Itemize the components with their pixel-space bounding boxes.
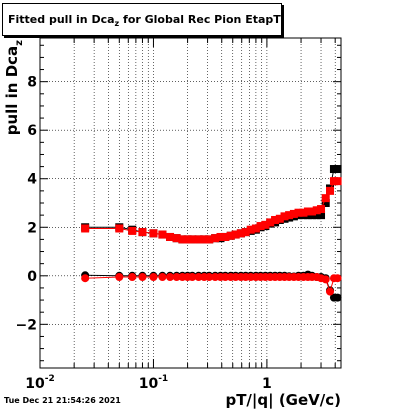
series-marker-square — [183, 235, 192, 244]
series-marker-square — [246, 225, 255, 234]
series-marker-square — [211, 234, 220, 243]
series-marker-circle — [194, 273, 203, 282]
series-marker-circle — [166, 273, 175, 282]
series-marker-square — [138, 228, 147, 237]
title-subscript: z — [114, 19, 120, 29]
series-marker-square — [308, 207, 317, 216]
series-marker-square — [321, 199, 330, 207]
series-marker-circle — [188, 273, 197, 282]
series-marker-square — [216, 232, 225, 241]
series-marker-square — [256, 222, 265, 231]
series-marker-square — [178, 235, 187, 244]
series-marker-square — [261, 220, 270, 229]
series-marker-square — [221, 232, 230, 241]
series-marker-square — [166, 232, 175, 241]
series-marker-square — [236, 229, 245, 238]
series-marker-square — [115, 224, 124, 233]
y-axis-label-subscript: z — [14, 40, 25, 46]
series-marker-circle — [115, 273, 124, 282]
x-tick-label: 1 — [262, 376, 272, 392]
y-tick-label: 0 — [27, 269, 37, 285]
title-rest: for Global Rec Pion EtapT — [119, 13, 281, 26]
chart-title: Fitted pull in Dcaz for Global Rec Pion … — [8, 13, 281, 28]
series-marker-square — [158, 230, 167, 239]
x-tick-base: 10 — [25, 376, 45, 392]
series-marker-square — [312, 206, 321, 215]
series-marker-circle — [81, 274, 90, 283]
series-marker-square — [321, 194, 330, 203]
series-marker-circle — [326, 287, 335, 296]
grid-layer — [40, 38, 341, 368]
series-marker-square — [317, 205, 326, 214]
series-marker-square — [333, 177, 342, 186]
series-marker-square — [312, 211, 321, 220]
x-tick-base: 1 — [262, 376, 272, 392]
y-tick-label: 8 — [27, 75, 37, 91]
series-marker-circle — [321, 275, 330, 284]
y-tick-label: 2 — [27, 220, 37, 236]
series-marker-square — [333, 165, 342, 174]
series-marker-square — [317, 211, 326, 220]
series-marker-square — [231, 230, 240, 239]
series-marker-square — [226, 231, 235, 240]
x-axis-label: pT/|q| (GeV/c) — [225, 391, 341, 409]
y-tick-label: −2 — [16, 317, 37, 333]
y-axis-label: pull in Dcaz — [3, 40, 25, 135]
series-marker-circle — [333, 274, 342, 283]
series-marker-square — [275, 214, 284, 223]
series-marker-square — [81, 224, 90, 233]
series-marker-circle — [149, 273, 158, 282]
y-axis-label-main: pull in Dca — [3, 46, 21, 135]
y-tick-label: 6 — [27, 123, 37, 139]
series-marker-square — [194, 235, 203, 244]
series-marker-square — [149, 229, 158, 238]
series-marker-circle — [128, 273, 137, 282]
y-tick-label: 4 — [27, 172, 37, 188]
series-marker-square — [271, 215, 280, 224]
x-tick-exponent: -2 — [45, 374, 55, 384]
series-marker-square — [285, 211, 294, 220]
series-marker-square — [303, 207, 312, 216]
series-marker-square — [241, 228, 250, 237]
series-marker-square — [205, 235, 214, 244]
series-marker-square — [200, 235, 209, 244]
x-tick-label: 10-2 — [25, 374, 54, 392]
series-marker-circle — [333, 293, 342, 302]
series-marker-square — [326, 186, 335, 195]
series-marker-square — [188, 235, 197, 244]
title-main: Fitted pull in Dca — [8, 13, 115, 26]
series-marker-square — [172, 234, 181, 243]
series-marker-square — [280, 212, 289, 221]
series-marker-square — [266, 218, 275, 227]
x-tick-base: 10 — [139, 376, 159, 392]
series-marker-circle — [172, 273, 181, 282]
series-marker-square — [251, 224, 260, 233]
x-tick-label: 10-1 — [139, 374, 168, 392]
series-layer — [81, 165, 342, 302]
series-marker-square — [289, 209, 298, 218]
series-marker-square — [299, 208, 308, 217]
plot-frame — [39, 37, 342, 369]
axes-layer — [39, 37, 342, 369]
chart-title-box: Fitted pull in Dcaz for Global Rec Pion … — [2, 3, 282, 36]
timestamp: Tue Dec 21 21:54:26 2021 — [4, 396, 121, 405]
series-marker-square — [294, 208, 303, 217]
series-marker-square — [128, 226, 137, 235]
series-marker-circle — [205, 273, 214, 282]
series-marker-circle — [158, 273, 167, 282]
x-tick-exponent: -1 — [158, 374, 168, 384]
series-marker-circle — [138, 273, 147, 282]
